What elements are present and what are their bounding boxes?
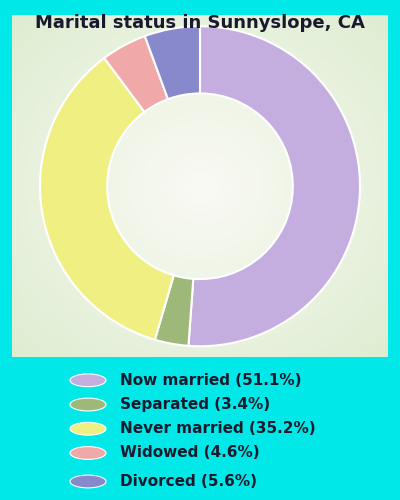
Circle shape [70, 446, 106, 460]
Text: Now married (51.1%): Now married (51.1%) [120, 373, 302, 388]
Text: Widowed (4.6%): Widowed (4.6%) [120, 446, 260, 460]
Circle shape [70, 422, 106, 435]
Text: Divorced (5.6%): Divorced (5.6%) [120, 474, 257, 489]
Text: Marital status in Sunnyslope, CA: Marital status in Sunnyslope, CA [35, 14, 365, 32]
Wedge shape [40, 58, 174, 340]
Circle shape [70, 374, 106, 386]
Wedge shape [104, 36, 168, 112]
Wedge shape [155, 276, 193, 346]
Wedge shape [188, 26, 360, 346]
Text: Never married (35.2%): Never married (35.2%) [120, 421, 316, 436]
Wedge shape [145, 26, 200, 99]
Circle shape [70, 475, 106, 488]
Circle shape [70, 398, 106, 411]
Text: Separated (3.4%): Separated (3.4%) [120, 397, 270, 412]
